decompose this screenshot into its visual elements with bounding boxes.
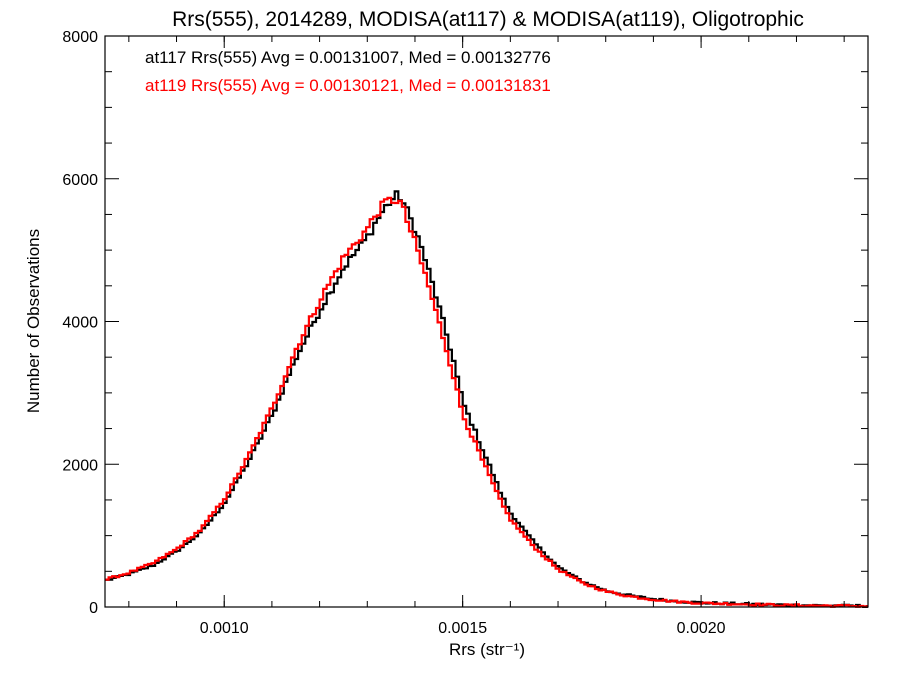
plot-frame xyxy=(104,35,869,608)
x-axis-label: Rrs (str⁻¹) xyxy=(449,640,525,659)
y-tick-label: 8000 xyxy=(62,29,98,46)
y-tick-label: 2000 xyxy=(62,457,98,474)
axes: 0.0010 0.0015 0.0020 0 2000 4000 6000 8000 xyxy=(62,29,868,637)
y-tick-label: 4000 xyxy=(62,315,98,332)
y-axis-label: Number of Observations xyxy=(24,229,43,413)
series-line-1 xyxy=(105,196,868,608)
x-tick-label: 0.0020 xyxy=(677,620,726,637)
series-line-0 xyxy=(105,190,868,608)
y-tick-label: 6000 xyxy=(62,172,98,189)
plot-area xyxy=(105,190,868,608)
y-tick-label: 0 xyxy=(89,600,98,617)
x-tick-label: 0.0010 xyxy=(200,620,249,637)
x-tick-label: 0.0015 xyxy=(438,620,487,637)
annotation-at117: at117 Rrs(555) Avg = 0.00131007, Med = 0… xyxy=(145,48,551,67)
chart-title: Rrs(555), 2014289, MODISA(at117) & MODIS… xyxy=(172,8,804,31)
annotation-at119: at119 Rrs(555) Avg = 0.00130121, Med = 0… xyxy=(145,76,551,95)
